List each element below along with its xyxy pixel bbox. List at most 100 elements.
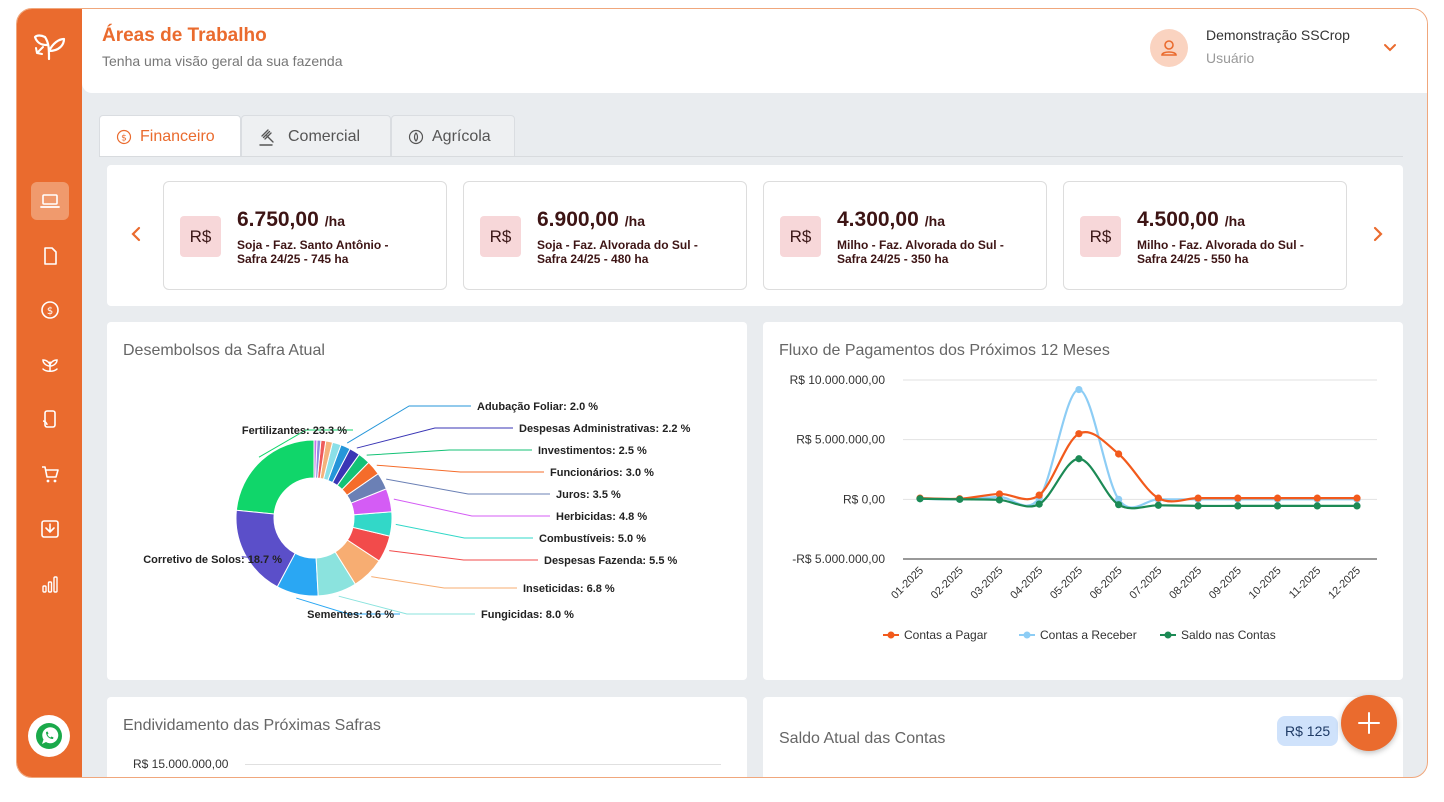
price-card[interactable]: R$ 6.750,00/ha Soja - Faz. Santo Antônio… <box>163 181 447 290</box>
top-header: Áreas de Trabalho Tenha uma visão geral … <box>82 9 1427 93</box>
data-point[interactable] <box>1313 502 1321 510</box>
sidebar-item-financial[interactable]: $ <box>31 291 69 329</box>
cashflow-panel: Fluxo de Pagamentos dos Próximos 12 Mese… <box>763 322 1403 680</box>
slice-data-label: Combustíveis: 5.0 % <box>539 533 646 545</box>
page-title: Áreas de Trabalho <box>102 25 267 46</box>
data-point[interactable] <box>1035 500 1043 508</box>
data-point[interactable] <box>1154 494 1162 502</box>
series-line <box>919 431 1357 503</box>
slice-leader-line <box>356 427 513 449</box>
x-tick-label: 05-2025 <box>1048 565 1085 602</box>
donut-slice[interactable] <box>235 439 315 515</box>
sidebar-item-agricultural[interactable] <box>31 345 69 383</box>
data-point[interactable] <box>1353 494 1361 502</box>
currency-badge: R$ <box>1080 216 1121 257</box>
sscrop-logo-icon[interactable] <box>31 27 67 63</box>
sidebar-item-mobile[interactable] <box>31 400 69 438</box>
data-point[interactable] <box>1194 502 1202 510</box>
sidebar-item-documents[interactable] <box>31 237 69 275</box>
data-point[interactable] <box>1194 494 1202 502</box>
price-value: 6.750,00/ha <box>237 208 345 231</box>
add-fab-button[interactable] <box>1341 695 1397 751</box>
sidebar-item-commercial[interactable] <box>31 455 69 493</box>
data-point[interactable] <box>995 490 1004 498</box>
slice-data-label: Herbicidas: 4.8 % <box>556 511 647 523</box>
y-tick-label: R$ 5.000.000,00 <box>796 433 885 447</box>
slice-data-label: Fungicidas: 8.0 % <box>481 609 574 621</box>
page-subtitle: Tenha uma visão geral da sua fazenda <box>102 53 343 69</box>
data-point[interactable] <box>995 496 1004 504</box>
chevron-left-icon <box>131 226 141 242</box>
slice-leader-line <box>296 597 400 615</box>
avatar[interactable] <box>1150 29 1188 67</box>
chevron-right-icon <box>1373 226 1383 242</box>
legend-label[interactable]: Contas a Receber <box>1040 628 1137 642</box>
legend-label[interactable]: Saldo nas Contas <box>1181 628 1276 642</box>
data-point[interactable] <box>1075 385 1083 394</box>
carousel-prev-button[interactable] <box>129 223 145 243</box>
tab-agricola[interactable]: Agrícola <box>391 115 515 157</box>
sidebar-item-workspace[interactable] <box>31 182 69 220</box>
document-icon <box>44 247 57 265</box>
slice-leader-line <box>338 595 475 615</box>
slice-leader-line <box>395 523 533 539</box>
price-description: Milho - Faz. Alvorada do Sul - Safra 24/2… <box>1137 238 1304 266</box>
data-point[interactable] <box>916 495 924 503</box>
slice-data-label: Corretivo de Solos: 18.7 % <box>143 554 282 566</box>
data-point[interactable] <box>1154 501 1162 509</box>
x-tick-label: 10-2025 <box>1247 565 1284 602</box>
data-point[interactable] <box>1115 450 1123 458</box>
donut-slice[interactable] <box>313 439 318 479</box>
slice-leader-line <box>389 550 538 561</box>
data-point[interactable] <box>1353 502 1361 510</box>
price-card[interactable]: R$ 4.500,00/ha Milho - Faz. Alvorada do … <box>1063 181 1347 290</box>
laptop-icon <box>40 194 60 208</box>
tab-label: Financeiro <box>140 127 215 145</box>
seed-icon <box>408 129 424 144</box>
data-point[interactable] <box>1273 494 1282 502</box>
slice-data-label: Juros: 3.5 % <box>556 489 621 501</box>
x-tick-label: 11-2025 <box>1287 565 1323 601</box>
bar-chart-icon <box>42 576 58 593</box>
slice-leader-line <box>258 429 353 458</box>
data-point[interactable] <box>1035 491 1043 499</box>
svg-text:$: $ <box>121 133 127 143</box>
data-point[interactable] <box>1234 502 1242 510</box>
data-point[interactable] <box>1115 501 1123 509</box>
x-tick-label: 01-2025 <box>889 565 926 602</box>
legend-label[interactable]: Contas a Pagar <box>904 628 987 642</box>
gridline <box>245 764 721 765</box>
slice-leader-line <box>371 576 517 589</box>
slice-data-label: Sementes: 8.6 % <box>307 609 394 621</box>
data-point[interactable] <box>956 495 964 503</box>
legend-marker <box>1023 631 1031 639</box>
data-point[interactable] <box>1075 430 1083 438</box>
tab-comercial[interactable]: Comercial <box>241 115 391 157</box>
sidebar-item-import[interactable] <box>31 510 69 548</box>
currency-badge: R$ <box>780 216 821 257</box>
panel-title: Endividamento das Próximas Safras <box>123 717 381 734</box>
price-description: Soja - Faz. Santo Antônio - Safra 24/25 -… <box>237 238 389 266</box>
slice-data-label: Inseticidas: 6.8 % <box>523 583 615 595</box>
data-point[interactable] <box>1313 494 1321 502</box>
debt-panel: Endividamento das Próximas Safras R$ 15.… <box>107 697 747 777</box>
price-card[interactable]: R$ 6.900,00/ha Soja - Faz. Alvorada do S… <box>463 181 747 290</box>
whatsapp-button[interactable] <box>28 715 70 757</box>
chevron-down-icon[interactable] <box>1382 39 1398 55</box>
data-point[interactable] <box>1234 494 1242 502</box>
tab-financeiro[interactable]: $ Financeiro <box>99 115 241 157</box>
dollar-circle-icon: $ <box>41 301 59 319</box>
data-point[interactable] <box>1115 495 1123 503</box>
sidebar-item-reports[interactable] <box>31 565 69 603</box>
carousel-next-button[interactable] <box>1371 223 1387 243</box>
x-tick-label: 04-2025 <box>1008 565 1045 602</box>
price-card[interactable]: R$ 4.300,00/ha Milho - Faz. Alvorada do … <box>763 181 1047 290</box>
user-name[interactable]: Demonstração SSCrop <box>1206 27 1350 43</box>
data-point[interactable] <box>1075 455 1083 463</box>
data-point[interactable] <box>1273 502 1282 510</box>
x-tick-label: 07-2025 <box>1127 565 1164 602</box>
sidebar: $ <box>17 9 82 777</box>
slice-leader-line <box>346 405 471 444</box>
price-value: 4.300,00/ha <box>837 208 945 231</box>
y-tick-label: -R$ 5.000.000,00 <box>792 552 885 566</box>
